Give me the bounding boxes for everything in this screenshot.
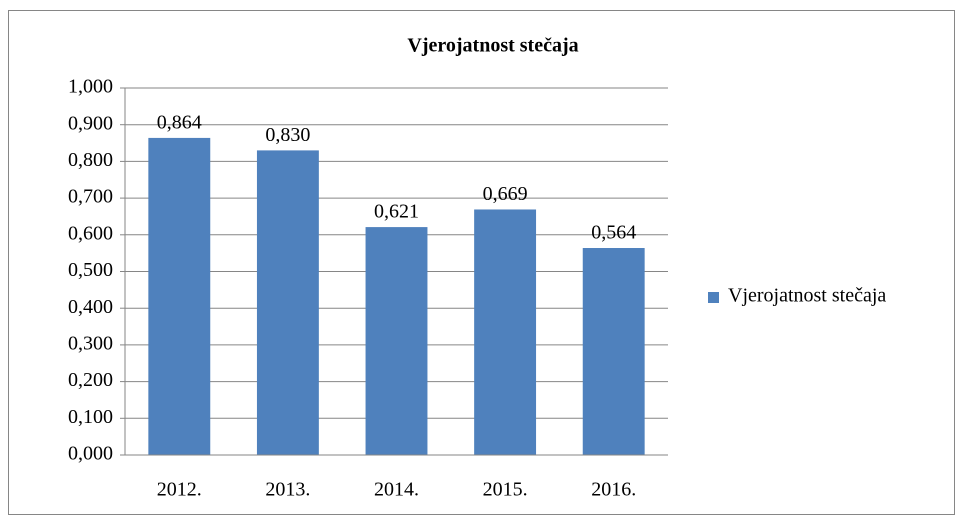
bar [365,227,428,455]
legend-swatch [708,292,719,303]
x-tick-label: 2012. [157,479,202,501]
y-tick-label: 0,300 [68,332,113,354]
y-tick-label: 0,200 [68,369,113,391]
x-tick-label: 2013. [265,479,310,501]
y-tick-label: 0,900 [68,112,113,134]
data-label: 0,830 [265,124,310,146]
y-tick-label: 0,600 [68,222,113,244]
y-tick-label: 0,700 [68,186,113,208]
x-tick-label: 2016. [591,479,636,501]
chart-title: Vjerojatnost stečaja [407,35,578,57]
data-label: 0,621 [374,201,419,223]
bar [582,248,645,455]
bar [256,150,319,455]
data-label: 0,669 [483,183,528,205]
y-tick-label: 0,000 [68,443,113,465]
y-tick-label: 0,400 [68,296,113,318]
bar [474,209,537,455]
y-tick-label: 0,800 [68,149,113,171]
y-tick-label: 0,500 [68,259,113,281]
data-label: 0,564 [591,222,636,244]
bar [148,137,211,456]
y-tick-label: 1,000 [68,76,113,98]
x-tick-label: 2014. [374,479,419,501]
legend-label: Vjerojatnost stečaja [728,285,886,307]
data-label: 0,864 [157,112,202,134]
y-tick-label: 0,100 [68,406,113,428]
x-tick-label: 2015. [483,479,528,501]
